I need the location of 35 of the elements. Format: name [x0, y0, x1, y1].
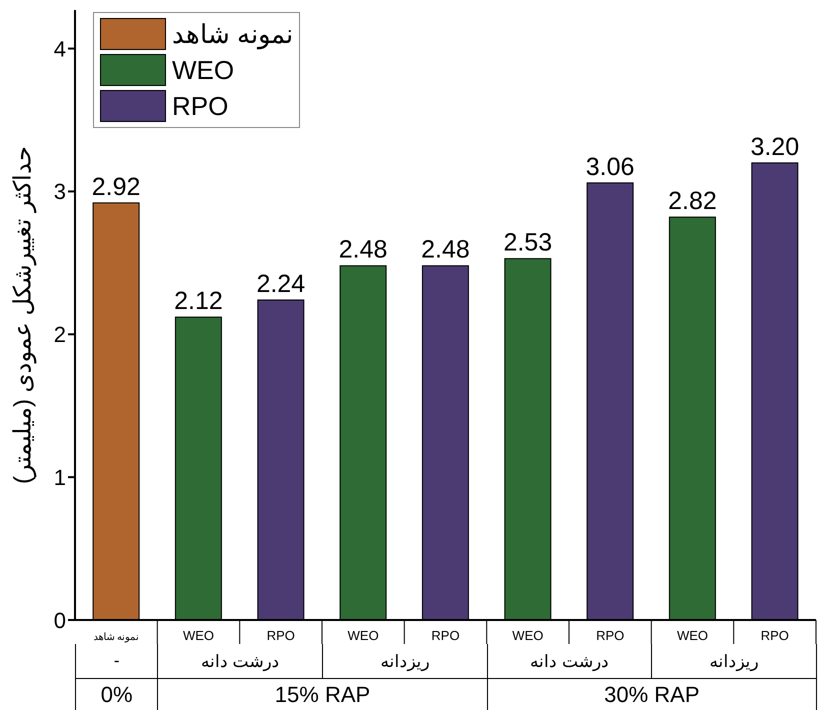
data-label: 2.48: [338, 236, 388, 264]
data-label: 3.06: [586, 152, 634, 181]
data-label: 2.82: [668, 187, 717, 216]
text: درشت دانه: [488, 644, 652, 678]
x-tick-label: RPO: [760, 628, 789, 643]
data-label: 2.24: [256, 270, 306, 298]
data-label: 3.20: [750, 132, 800, 161]
legend-label: RPO: [172, 90, 228, 122]
x-tick-label: RPO: [431, 628, 460, 643]
text: 0%: [76, 679, 158, 710]
x-tick-label: نمونه شاهد: [93, 632, 140, 643]
y-tick-label: 0: [54, 608, 66, 633]
y-tick-label: 1: [54, 464, 66, 490]
y-tick-label: 4: [54, 36, 66, 62]
x-tick-label: WEO: [512, 628, 544, 643]
text: 15% RAP: [158, 679, 488, 710]
text: 30% RAP: [488, 679, 817, 710]
text: ریزدانه: [322, 644, 488, 678]
legend-label: نمونه شاهد: [172, 18, 294, 50]
y-tick-label: 2: [54, 322, 66, 348]
text: درشت دانه: [158, 644, 323, 678]
data-label: 2.12: [174, 287, 223, 316]
x-tick-label: WEO: [182, 628, 214, 643]
x-tick-label: RPO: [596, 628, 624, 643]
y-axis-title: حداکثر تغییرشکل عمودی (میلیمتر): [10, 146, 37, 484]
x-tick-label: WEO: [676, 628, 708, 643]
data-label: 2.53: [503, 228, 552, 257]
data-label: 2.48: [421, 236, 470, 264]
legend-label: WEO: [172, 54, 234, 86]
y-tick-label: 3: [54, 179, 66, 204]
data-label: 2.92: [92, 172, 140, 201]
x-tick-label: WEO: [348, 628, 379, 643]
x-tick-label: RPO: [266, 628, 295, 643]
text: -: [76, 644, 158, 678]
text: ریزدانه: [652, 644, 817, 678]
